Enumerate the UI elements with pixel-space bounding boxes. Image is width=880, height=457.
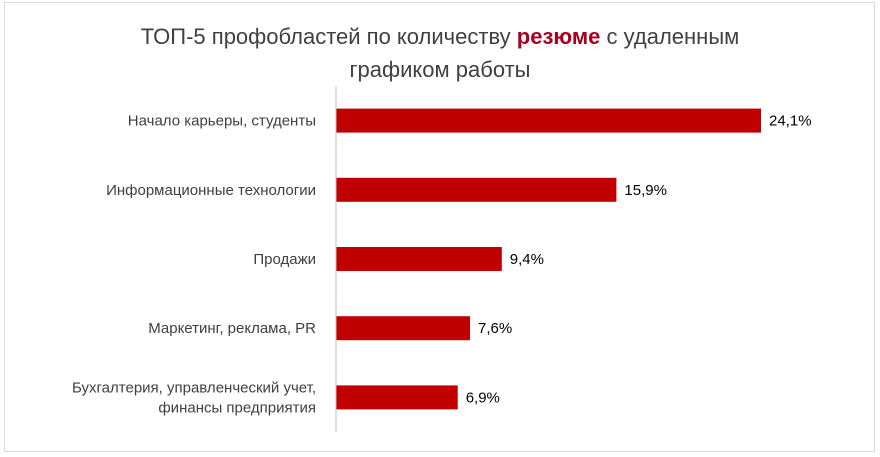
category-label-3: Продажи — [253, 251, 316, 268]
chart-title-highlight: резюме — [516, 24, 601, 49]
bar-5 — [336, 385, 458, 410]
category-label-1: Начало карьеры, студенты — [128, 113, 316, 130]
bar-3 — [336, 247, 502, 271]
bar-4 — [336, 316, 470, 341]
data-label-1: 24,1% — [769, 113, 812, 130]
bar-1 — [336, 108, 761, 133]
chart-title-part-2: с удаленным — [600, 24, 740, 49]
category-label-2: Информационные технологии — [106, 182, 316, 199]
data-label-5: 6,9% — [466, 389, 500, 406]
chart-frame — [4, 2, 875, 452]
category-label-5: Бухгалтерия, управленческий учет, финансы… — [72, 379, 316, 416]
bar-2 — [336, 177, 617, 202]
chart-title: ТОП-5 профобластей по количеству резюме … — [0, 20, 880, 86]
chart-title-line-2: графиком работы — [349, 57, 531, 82]
data-label-2: 15,9% — [624, 182, 667, 199]
data-label-3: 9,4% — [510, 251, 544, 268]
chart-title-part-1: ТОП-5 профобластей по количеству — [140, 24, 517, 49]
category-label-4: Маркетинг, реклама, PR — [148, 320, 316, 337]
data-label-4: 7,6% — [478, 320, 512, 337]
chart-title-line-1: ТОП-5 профобластей по количеству резюме … — [0, 20, 880, 53]
